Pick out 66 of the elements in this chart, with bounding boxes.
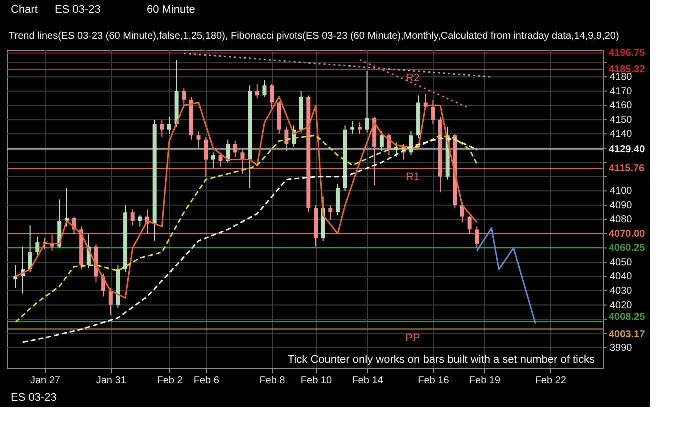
annotation: PP (406, 332, 420, 344)
candlestick (262, 79, 267, 98)
candlestick (350, 120, 355, 135)
candlestick (358, 122, 362, 135)
line-series (476, 228, 536, 325)
y-tick-label: 4150 (610, 114, 633, 126)
candlestick (255, 84, 260, 99)
x-tick-label: Feb 6 (194, 376, 220, 386)
y-tick-label: 4160 (610, 100, 633, 112)
annotation: R1 (406, 172, 420, 184)
ref-line-label: 4070.00 (609, 228, 646, 240)
x-tick-label: Feb 22 (535, 376, 567, 386)
ref-line-label: 4060.25 (609, 242, 646, 254)
candlestick (270, 84, 274, 109)
candlestick (380, 130, 384, 152)
y-tick-label: 4140 (610, 129, 633, 140)
x-tick-label: Jan 31 (96, 376, 127, 386)
candlestick (211, 152, 216, 169)
candlestick (284, 126, 289, 152)
text: ES 03-23 (11, 392, 57, 404)
text: Chart (11, 4, 38, 16)
x-tick-label: Feb 8 (260, 376, 286, 386)
candlestick (475, 226, 480, 249)
x-tick-label: Feb 19 (469, 376, 501, 386)
candlestick (28, 224, 32, 273)
y-tick-label: 4030 (610, 286, 633, 297)
y-tick-label: 4080 (610, 214, 633, 226)
candlestick (196, 130, 201, 149)
ref-line-label: 4196.75 (609, 48, 646, 60)
y-tick-label: 4170 (610, 86, 633, 98)
candlestick (138, 214, 142, 228)
candlestick (460, 202, 464, 224)
y-tick-label: 3990 (610, 343, 633, 354)
candlestick (130, 209, 135, 226)
candlestick (218, 154, 223, 168)
candlestick (204, 136, 208, 178)
candlestick (233, 140, 238, 158)
chart-title: Trend lines(ES 03-23 (60 Minute),false,1,25,180), Fibonacci pivots(ES 03-23 (60 Minute),Monthly,Calculated from intraday data,14,9,9,20) (9, 31, 620, 42)
y-tick-label: 4040 (610, 272, 633, 283)
x-tick-label: Feb 16 (418, 376, 450, 386)
text: 60 Minute (147, 4, 196, 16)
y-tick-label: 4020 (610, 300, 633, 312)
x-tick-label: Feb 2 (157, 376, 184, 386)
candlestick (167, 116, 172, 135)
ref-line-label: 4115.76 (609, 164, 646, 175)
candlestick (160, 119, 164, 138)
x-tick-label: Jan 27 (30, 376, 61, 386)
ref-line-label: 4008.25 (609, 312, 646, 324)
ref-line-label: 4003.17 (609, 329, 646, 340)
candlestick (240, 149, 245, 175)
candlestick (36, 236, 40, 256)
annotation: R2 (406, 72, 420, 85)
candlestick (431, 99, 436, 125)
candlestick (328, 204, 333, 220)
x-tick-label: Feb 14 (352, 376, 384, 386)
candlestick (182, 88, 186, 106)
y-tick-label: 4090 (610, 200, 633, 212)
candlestick (468, 216, 472, 234)
x-tick-label: Feb 10 (300, 376, 332, 386)
text: ES 03-23 (55, 4, 101, 16)
y-tick-label: 4050 (610, 257, 633, 268)
ref-line-label: 4129.40 (609, 144, 646, 156)
candlestick (108, 288, 113, 316)
annotation: Tick Counter only works on bars built with a set number of ticks (288, 354, 596, 366)
y-tick-label: 4100 (610, 186, 633, 198)
candlestick (365, 70, 370, 134)
